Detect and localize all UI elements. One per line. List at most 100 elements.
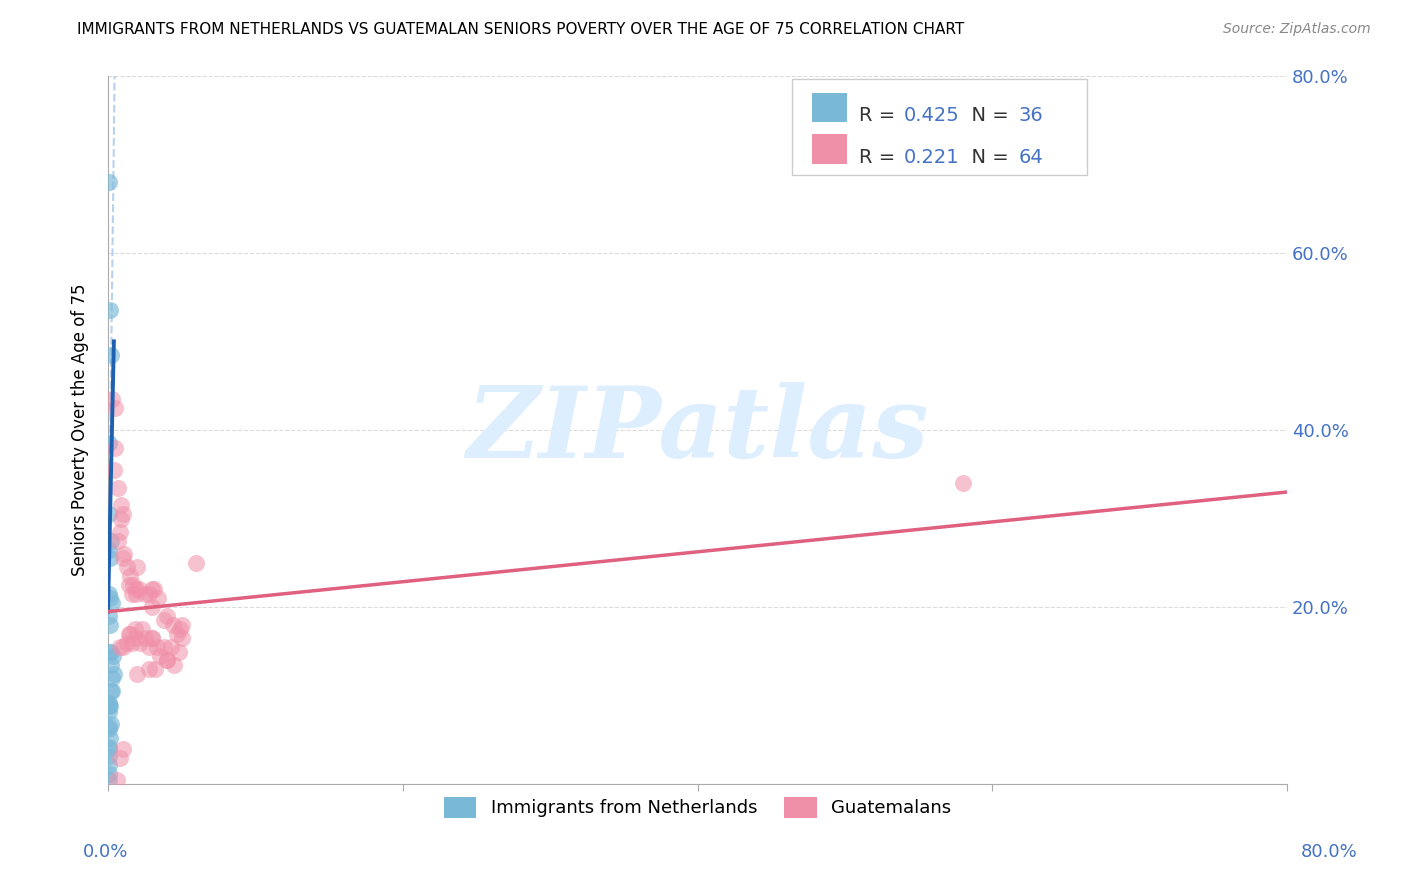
Text: N =: N = <box>959 106 1015 125</box>
Point <box>145 640 167 654</box>
Point <box>98 542 121 557</box>
Point <box>134 631 156 645</box>
Point <box>98 587 121 601</box>
Legend: Immigrants from Netherlands, Guatemalans: Immigrants from Netherlands, Guatemalans <box>436 789 959 825</box>
Point <box>129 635 152 649</box>
Text: 36: 36 <box>1018 106 1043 125</box>
Point <box>125 631 148 645</box>
Point <box>163 657 186 672</box>
Point <box>127 560 149 574</box>
Point <box>98 720 121 734</box>
Point <box>111 742 134 756</box>
Point <box>170 618 193 632</box>
Point <box>122 578 145 592</box>
Point <box>101 671 124 685</box>
Point <box>111 551 134 566</box>
Point <box>100 684 122 698</box>
Point <box>101 648 124 663</box>
Point <box>97 772 120 787</box>
Point <box>128 582 150 597</box>
Point <box>108 640 131 654</box>
Point <box>160 640 183 654</box>
FancyBboxPatch shape <box>811 135 848 164</box>
Point <box>101 684 124 698</box>
Point <box>105 772 128 787</box>
Point <box>146 591 169 606</box>
Point <box>186 556 208 570</box>
Point <box>100 644 122 658</box>
Text: R =: R = <box>859 106 901 125</box>
Text: ZIPatlas: ZIPatlas <box>467 382 929 478</box>
Point <box>104 401 127 415</box>
Point <box>120 569 142 583</box>
Point <box>98 698 121 712</box>
Point <box>117 578 139 592</box>
Point <box>108 751 131 765</box>
Text: IMMIGRANTS FROM NETHERLANDS VS GUATEMALAN SENIORS POVERTY OVER THE AGE OF 75 COR: IMMIGRANTS FROM NETHERLANDS VS GUATEMALA… <box>77 22 965 37</box>
Point <box>98 591 121 606</box>
Point <box>153 614 176 628</box>
Point <box>104 441 127 455</box>
Point <box>125 582 148 597</box>
Point <box>111 640 134 654</box>
FancyBboxPatch shape <box>811 93 848 122</box>
Point <box>107 533 129 548</box>
Point <box>98 644 121 658</box>
Point <box>138 640 160 654</box>
Point <box>98 740 121 755</box>
Text: Source: ZipAtlas.com: Source: ZipAtlas.com <box>1223 22 1371 37</box>
Point <box>121 635 143 649</box>
Y-axis label: Seniors Poverty Over the Age of 75: Seniors Poverty Over the Age of 75 <box>72 284 89 576</box>
Point <box>134 587 156 601</box>
Point <box>98 731 121 746</box>
Point <box>141 600 163 615</box>
Point <box>100 348 122 362</box>
Point <box>98 705 121 719</box>
Text: N =: N = <box>959 147 1015 167</box>
Point <box>169 623 191 637</box>
Point <box>170 631 193 645</box>
Text: 80.0%: 80.0% <box>1301 843 1357 861</box>
Point <box>110 498 132 512</box>
Point <box>156 609 179 624</box>
Point <box>115 635 138 649</box>
Text: 0.221: 0.221 <box>904 147 959 167</box>
Point <box>107 481 129 495</box>
Text: 64: 64 <box>1018 147 1043 167</box>
Point <box>98 436 121 450</box>
Point <box>100 717 122 731</box>
Point <box>98 766 121 780</box>
Point <box>162 618 184 632</box>
Point <box>98 742 121 756</box>
Point <box>156 653 179 667</box>
Point <box>115 560 138 574</box>
Point <box>100 533 122 548</box>
Point <box>138 587 160 601</box>
Point <box>143 662 166 676</box>
Point <box>98 749 121 764</box>
Point <box>98 699 121 714</box>
Point <box>138 662 160 676</box>
Point <box>153 640 176 654</box>
Point <box>141 631 163 645</box>
Point <box>108 524 131 539</box>
Point <box>98 699 121 714</box>
Point <box>98 618 121 632</box>
Point <box>166 627 188 641</box>
Point <box>98 303 121 318</box>
Point <box>148 648 170 663</box>
Point <box>103 666 125 681</box>
Point <box>127 666 149 681</box>
Point <box>167 644 190 658</box>
Text: 0.0%: 0.0% <box>83 843 128 861</box>
Point <box>131 623 153 637</box>
Point <box>156 653 179 667</box>
Point <box>141 582 163 597</box>
Point <box>103 463 125 477</box>
Point <box>97 758 120 772</box>
Point <box>98 609 121 624</box>
Point <box>952 476 974 491</box>
Point <box>121 587 143 601</box>
Point <box>142 582 165 597</box>
Point <box>100 657 122 672</box>
